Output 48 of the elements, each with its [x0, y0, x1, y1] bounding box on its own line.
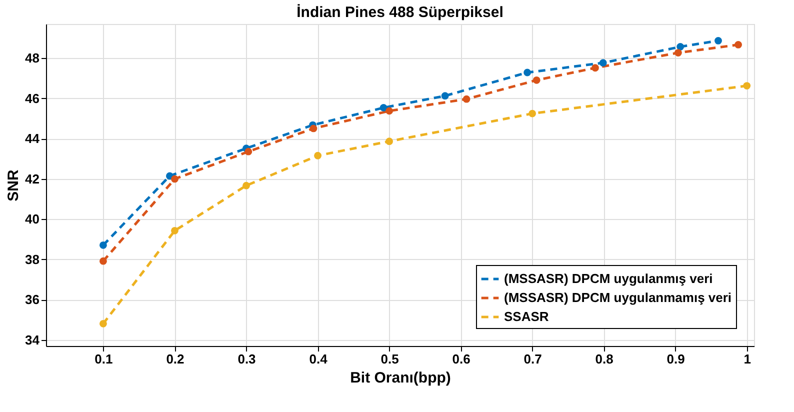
point [386, 107, 393, 115]
point [532, 76, 540, 84]
x-tick-label: 0.5 [380, 352, 399, 366]
point [674, 49, 682, 56]
y-tick-label: 48 [25, 50, 40, 66]
point [524, 68, 532, 76]
x-tick-label: 0.4 [309, 352, 328, 366]
point [100, 320, 107, 328]
y-tick-label: 44 [25, 131, 40, 146]
legend-label: (MSSASR) DPCM uygulanmamış veri [504, 290, 732, 305]
point [462, 95, 470, 103]
point [171, 175, 178, 183]
x-tick-label: 0.1 [94, 352, 113, 366]
point [100, 241, 107, 249]
point [310, 124, 318, 132]
chart-title: İndian Pines 488 Süperpiksel [296, 4, 504, 21]
point [734, 41, 742, 48]
point [441, 92, 449, 100]
y-tick-label: 46 [25, 90, 40, 106]
y-tick-label: 36 [25, 292, 40, 308]
x-tick-label: 0.2 [166, 352, 184, 366]
x-tick-label: 0.9 [666, 352, 685, 366]
point [592, 64, 599, 72]
x-tick-label: 0.7 [524, 352, 542, 366]
point [714, 37, 722, 44]
x-tick-label: 0.6 [452, 352, 470, 366]
x-tick-label: 1 [744, 352, 751, 366]
x-tick-label: 0.8 [595, 352, 614, 366]
point [599, 59, 607, 67]
point [244, 148, 252, 156]
point [242, 182, 250, 190]
point [528, 110, 536, 118]
y-tick-label: 40 [25, 212, 40, 227]
point [100, 257, 107, 265]
point [171, 226, 178, 234]
point [743, 82, 751, 90]
legend-label: (MSSASR) DPCM uygulanmış veri [504, 271, 713, 286]
point [676, 43, 684, 50]
point [380, 104, 388, 112]
y-tick-label: 42 [25, 171, 40, 186]
x-axis-title: Bit Oranı(bpp) [350, 370, 451, 386]
y-tick-label: 38 [25, 252, 40, 267]
point [314, 152, 322, 160]
point [386, 138, 393, 146]
legend-label: SSASR [504, 309, 550, 324]
x-tick-label: 0.3 [238, 352, 256, 366]
y-axis-title: SNR [5, 170, 22, 202]
y-tick-label: 34 [25, 332, 40, 348]
